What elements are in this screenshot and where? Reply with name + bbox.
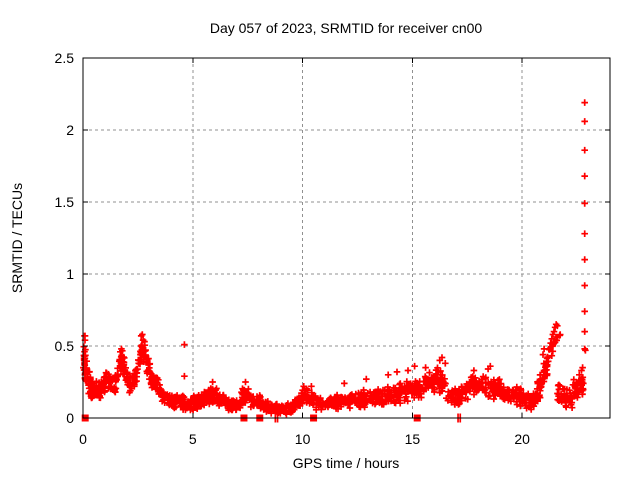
y-axis-label: SRMTID / TECUs [9,183,25,293]
y-tick-label: 0.5 [55,338,75,354]
x-tick-label: 0 [79,431,87,447]
x-tick-label: 15 [405,431,421,447]
tick-labels: 0 5 10 15 20 0 0.5 1 1.5 2 2.5 [55,50,531,447]
y-tick-label: 2 [66,122,74,138]
x-axis-label: GPS time / hours [293,455,400,471]
y-tick-label: 1.5 [55,194,75,210]
data-points [80,99,589,418]
axis-ticks [82,57,610,419]
plot-border [82,57,611,419]
gridlines [83,58,610,418]
x-tick-label: 5 [189,431,197,447]
x-tick-label: 10 [295,431,311,447]
x-tick-label: 20 [514,431,530,447]
y-tick-label: 1 [66,266,74,282]
plus-markers [80,99,589,418]
y-tick-label: 2.5 [55,50,75,66]
chart-title: Day 057 of 2023, SRMTID for receiver cn0… [210,20,483,36]
y-tick-label: 0 [66,410,74,426]
